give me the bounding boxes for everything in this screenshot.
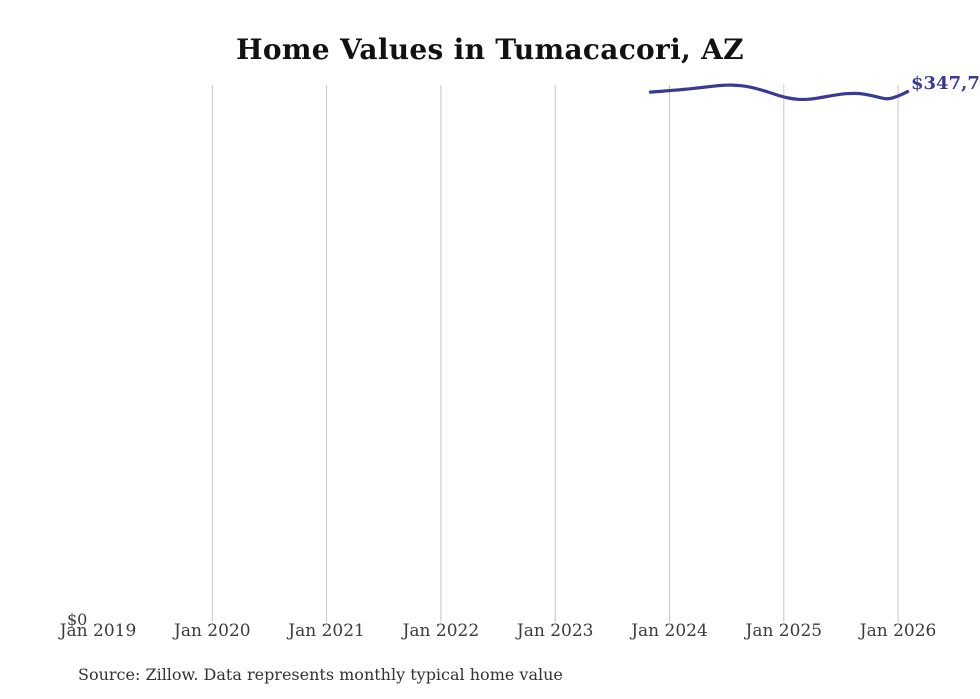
y-axis-zero-label: $0 <box>67 610 88 629</box>
home-value-line-series <box>648 83 910 102</box>
x-axis-label: Jan 2022 <box>402 621 480 641</box>
x-axis-label: Jan 2020 <box>174 621 251 641</box>
x-axis-label: Jan 2023 <box>516 621 594 641</box>
x-axis-label: Jan 2024 <box>631 621 708 641</box>
latest-value-label: $347,733 <box>911 73 980 94</box>
chart-title: Home Values in Tumacacori, AZ <box>236 33 744 66</box>
x-axis-label: Jan 2025 <box>745 621 823 641</box>
x-axis-label: Jan 2021 <box>288 621 365 641</box>
x-axis-label: Jan 2019 <box>59 621 137 641</box>
source-note: Source: Zillow. Data represents monthly … <box>78 665 563 684</box>
x-axis-label: Jan 2026 <box>859 621 937 641</box>
